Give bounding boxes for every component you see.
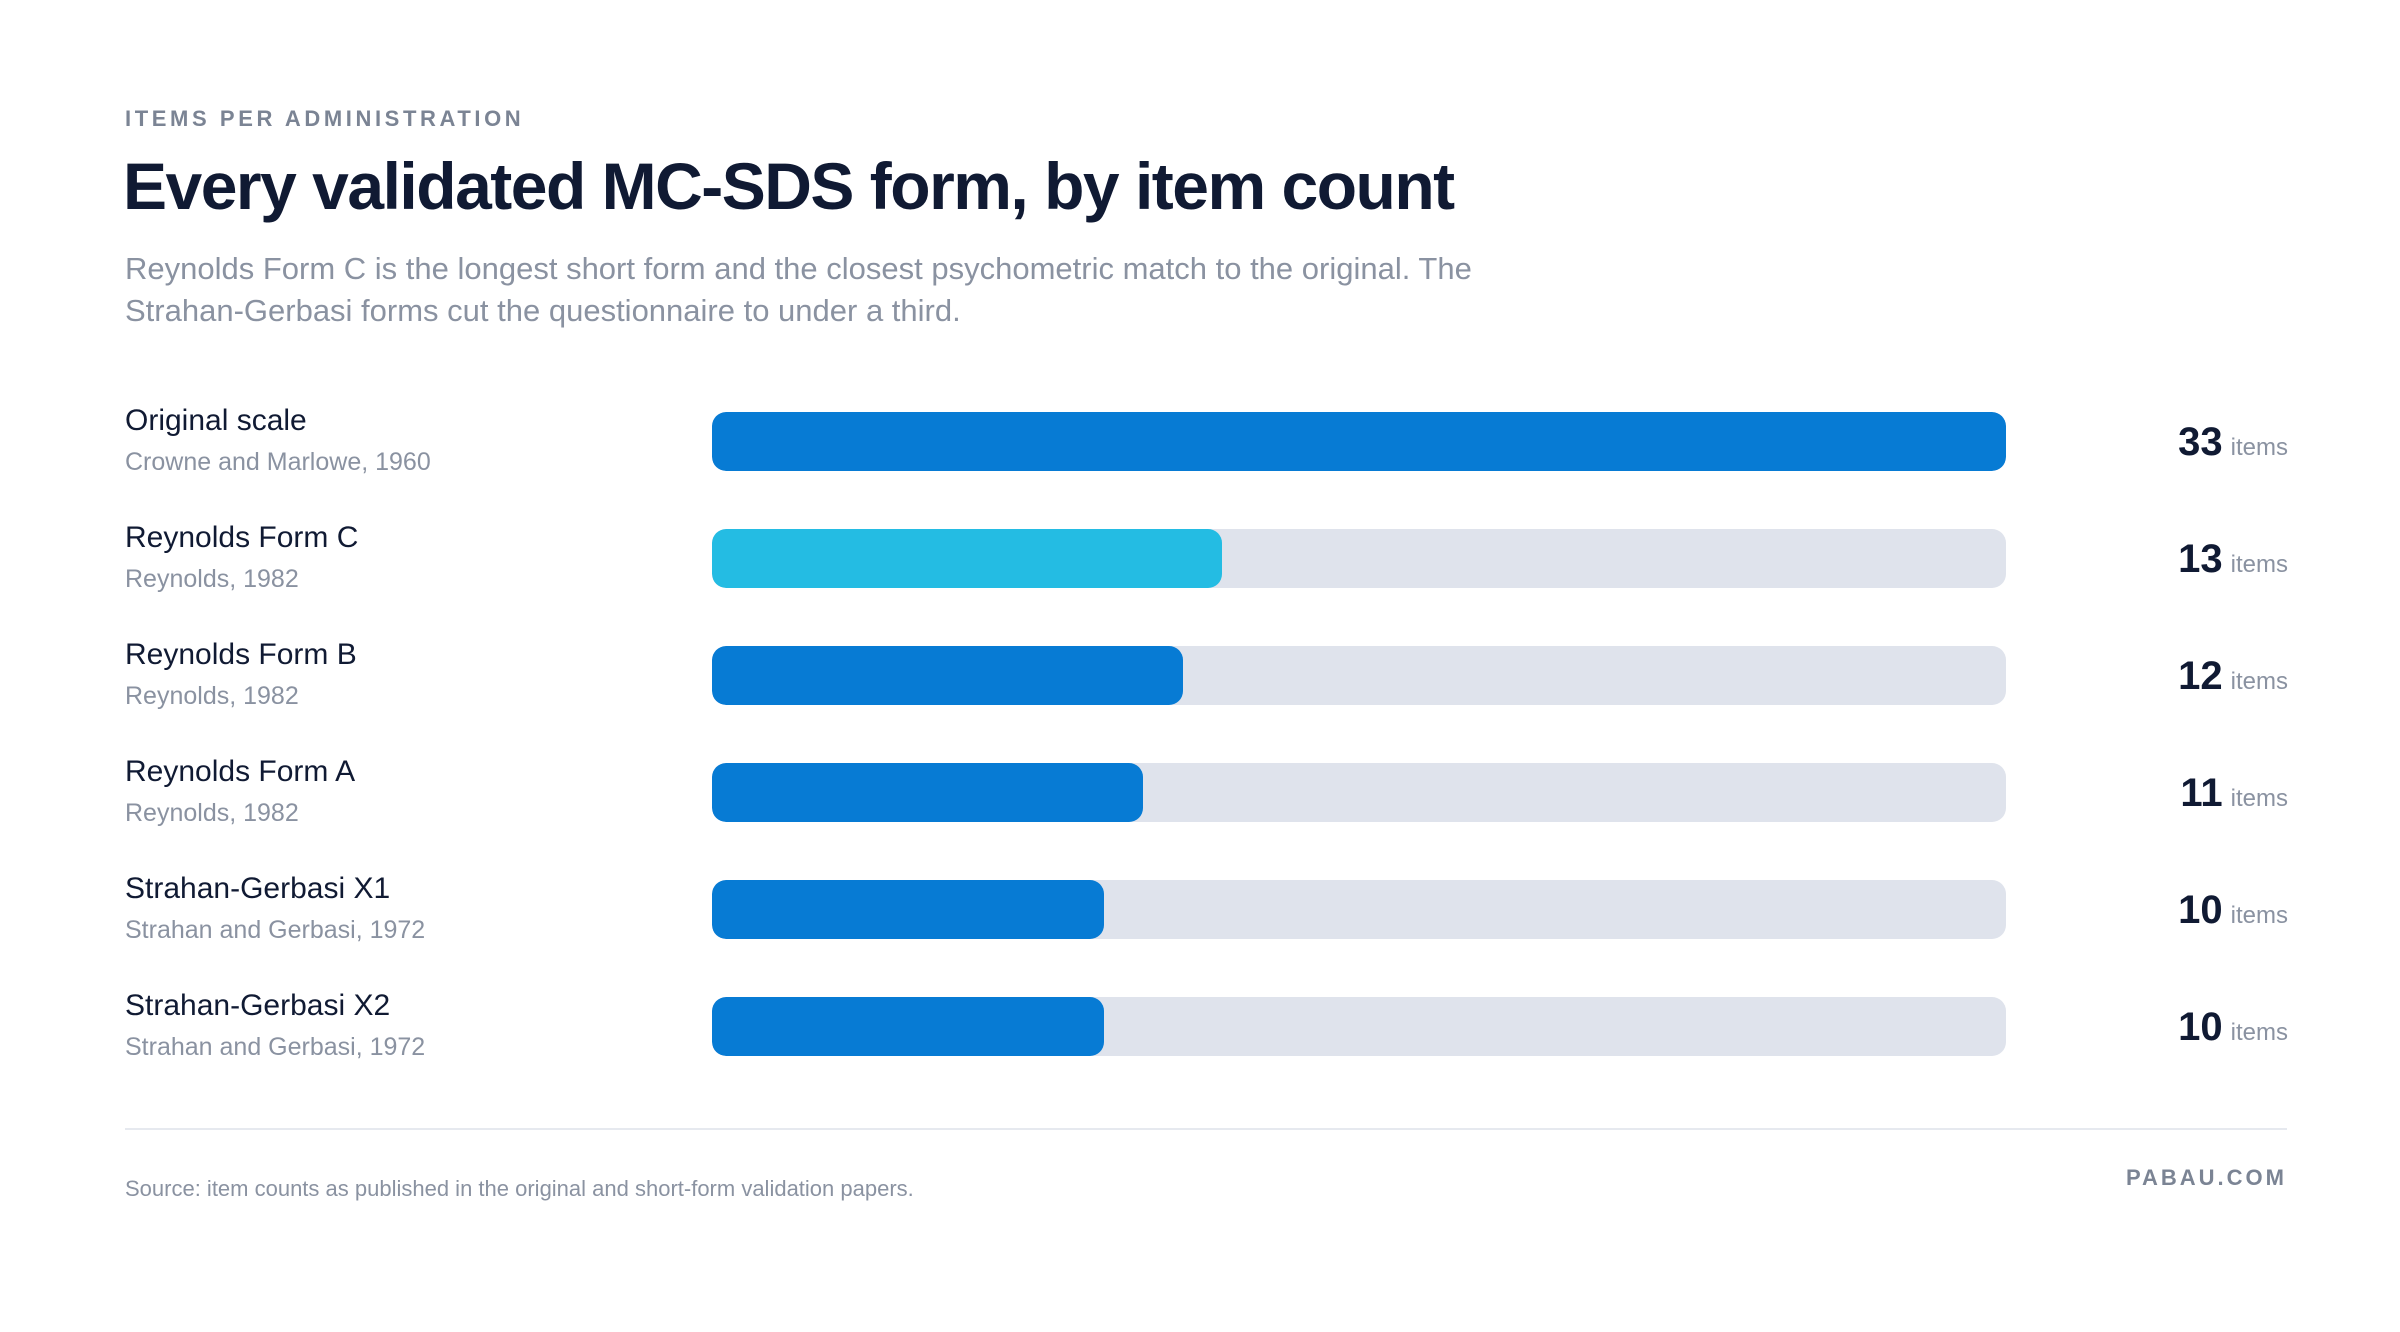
bar-track (712, 646, 2006, 705)
bar-value-unit: items (2230, 434, 2288, 461)
source-note: Source: item counts as published in the … (125, 1176, 914, 1201)
bar-label: Original scale (125, 404, 307, 437)
bar (712, 646, 1183, 705)
chart-title: Every validated MC-SDS form, by item cou… (123, 149, 1455, 223)
bar-label: Strahan-Gerbasi X1 (125, 872, 391, 905)
bar (712, 763, 1144, 822)
bar-track (712, 763, 2006, 822)
bar-sublabel: Crowne and Marlowe, 1960 (125, 448, 431, 476)
bar (712, 529, 1222, 588)
bar-value-unit: items (2230, 551, 2288, 578)
bar-sublabel: Reynolds, 1982 (125, 565, 299, 593)
bar-value-unit: items (2230, 785, 2288, 812)
bar-value-unit: items (2230, 1019, 2288, 1046)
bar-value-unit: items (2230, 902, 2288, 929)
bar-value-label: 33 items (2178, 422, 2288, 462)
bar-label: Reynolds Form C (125, 521, 359, 554)
bar-label: Reynolds Form A (125, 755, 356, 788)
footer-divider (125, 1128, 2287, 1130)
bar-value: 11 (2180, 771, 2223, 815)
bar-value-label: 13 items (2178, 539, 2288, 579)
chart-subtitle: Reynolds Form C is the longest short for… (125, 251, 1472, 328)
bar-value: 12 (2178, 654, 2223, 698)
brand-link[interactable]: PABAU.COM (2125, 1165, 2287, 1190)
bar-sublabel: Strahan and Gerbasi, 1972 (125, 1033, 426, 1061)
bar-value-label: 10 items (2178, 890, 2288, 930)
bar-value: 10 (2178, 1005, 2223, 1049)
bar (712, 880, 1105, 939)
bar-track (712, 412, 2006, 471)
bar-track (712, 997, 2006, 1056)
bar-value: 10 (2178, 888, 2223, 932)
bar-value-label: 11 items (2180, 773, 2288, 813)
bar-sublabel: Reynolds, 1982 (125, 682, 299, 710)
bar-value-label: 12 items (2178, 656, 2288, 696)
bar-sublabel: Strahan and Gerbasi, 1972 (125, 916, 426, 944)
bar-label: Reynolds Form B (125, 638, 357, 671)
bar-value: 13 (2178, 537, 2223, 581)
bar-value-label: 10 items (2178, 1007, 2288, 1047)
bar-value: 33 (2178, 420, 2223, 464)
bar-track (712, 880, 2006, 939)
bar-value-unit: items (2230, 668, 2288, 695)
bar-sublabel: Reynolds, 1982 (125, 799, 299, 827)
bar (712, 997, 1105, 1056)
bar-label: Strahan-Gerbasi X2 (125, 989, 391, 1022)
chart-eyebrow: ITEMS PER ADMINISTRATION (125, 106, 525, 131)
bar-track (712, 529, 2006, 588)
bar (712, 412, 2006, 471)
